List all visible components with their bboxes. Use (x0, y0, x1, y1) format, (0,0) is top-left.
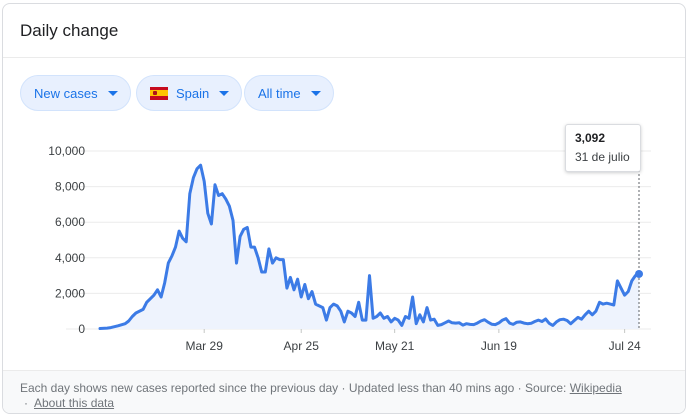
region-filter-chip[interactable]: Spain (136, 75, 243, 111)
footer-separator: · (517, 381, 522, 395)
footer-source-label: Source: (525, 381, 567, 395)
x-tick-label: Jul 24 (609, 339, 641, 353)
metric-filter-label: New cases (34, 85, 98, 101)
x-tick-label: Mar 29 (186, 339, 224, 353)
footer: Each day shows new cases reported since … (3, 370, 685, 413)
source-link[interactable]: Wikipedia (569, 381, 622, 395)
caret-down-icon (107, 90, 118, 96)
y-tick-label: 8,000 (55, 180, 85, 194)
period-filter-label: All time (258, 85, 301, 101)
region-filter-label: Spain (176, 85, 210, 101)
x-tick-label: Jun 19 (481, 339, 517, 353)
y-tick-label: 2,000 (55, 286, 85, 300)
y-tick-label: 0 (78, 322, 85, 336)
daily-change-chart[interactable]: 0 2,000 4,000 6,000 8,000 10,000 Mar 29 Apr 25 M… (3, 4, 685, 366)
caret-down-icon (219, 90, 230, 96)
y-tick-label: 10,000 (48, 144, 85, 158)
footer-description: Each day shows new cases reported since … (20, 381, 339, 395)
y-tick-label: 6,000 (55, 215, 85, 229)
x-tick-label: Apr 25 (284, 339, 320, 353)
footer-text: Each day shows new cases reported since … (20, 381, 680, 411)
highlight-point (635, 269, 643, 278)
period-filter-chip[interactable]: All time (244, 75, 334, 111)
x-tick-label: May 21 (375, 339, 415, 353)
footer-updated: Updated less than 40 mins ago (348, 381, 515, 395)
footer-separator: · (24, 396, 28, 410)
footer-separator: · (341, 381, 346, 395)
tooltip-date: 31 de julio (575, 150, 630, 164)
header-divider (3, 57, 685, 58)
tooltip-value: 3,092 (575, 131, 606, 145)
series-area (100, 165, 639, 329)
chart-tooltip: 3,092 31 de julio (565, 124, 641, 172)
card-title: Daily change (20, 21, 119, 40)
y-tick-label: 4,000 (55, 251, 85, 265)
caret-down-icon (310, 90, 321, 96)
about-data-link[interactable]: About this data (34, 396, 115, 410)
spain-flag-icon (150, 86, 168, 100)
daily-change-card: Daily change New cases Spain All time 0 2… (2, 3, 686, 414)
series-line (98, 163, 641, 330)
metric-filter-chip[interactable]: New cases (20, 75, 131, 111)
